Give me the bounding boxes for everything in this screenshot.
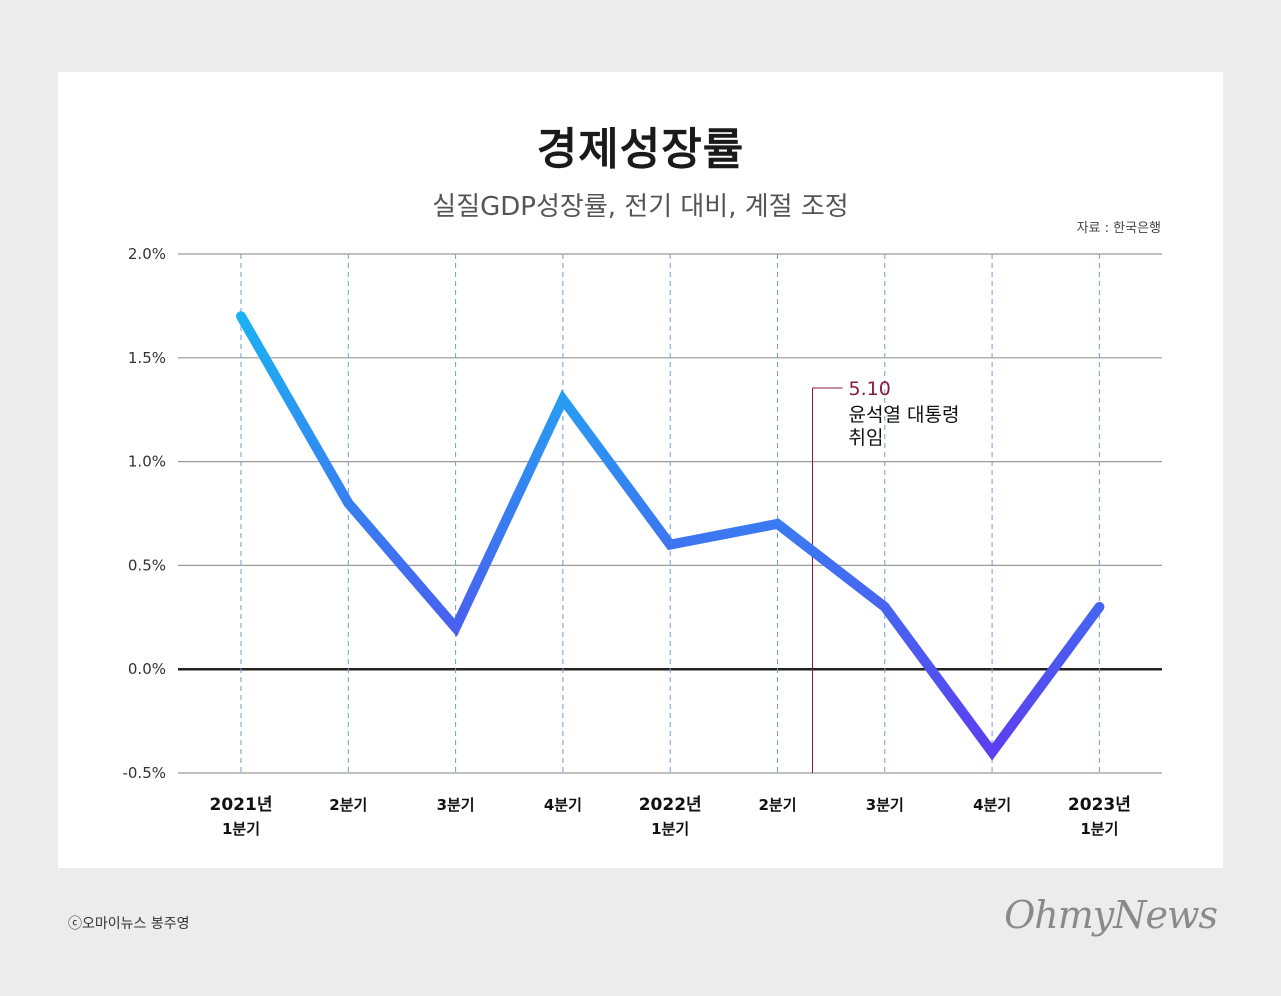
x-tick-sublabel: 1분기: [1080, 820, 1118, 838]
data-point: [455, 627, 457, 629]
data-source: 자료 : 한국은행: [1076, 221, 1161, 236]
chart-card: [58, 72, 1223, 868]
y-tick-label: 2.0%: [128, 245, 166, 263]
x-tick-label: 2분기: [329, 796, 367, 814]
x-tick-label: 2022년: [639, 795, 702, 815]
data-point: [669, 544, 671, 546]
data-point: [347, 502, 349, 504]
x-tick-label: 3분기: [866, 796, 904, 814]
x-tick-label: 2분기: [758, 796, 796, 814]
y-tick-label: 0.0%: [128, 660, 166, 678]
chart-subtitle: 실질GDP성장률, 전기 대비, 계절 조정: [432, 192, 849, 222]
x-tick-sublabel: 1분기: [651, 820, 689, 838]
data-point: [562, 398, 564, 400]
y-tick-label: 0.5%: [128, 556, 166, 574]
brand-logo: OhmyNews: [1004, 893, 1218, 937]
annotation-text-line1: 윤석열 대통령: [849, 404, 960, 426]
data-point: [1098, 606, 1100, 608]
chart-title: 경제성장률: [536, 124, 745, 175]
x-tick-label: 4분기: [973, 796, 1011, 814]
x-tick-label: 2023년: [1068, 795, 1131, 815]
x-tick-label: 3분기: [437, 796, 475, 814]
data-point: [884, 606, 886, 608]
gdp-growth-line: [236, 311, 1105, 761]
annotation-text-line2: 취임: [849, 427, 884, 449]
x-tick-label: 4분기: [544, 796, 582, 814]
data-point: [240, 315, 242, 317]
data-point: [777, 523, 779, 525]
y-tick-label: 1.5%: [128, 349, 166, 367]
x-tick-sublabel: 1분기: [222, 820, 260, 838]
annotation-date: 5.10: [849, 378, 891, 400]
y-tick-label: -0.5%: [122, 764, 166, 782]
data-point: [991, 751, 993, 753]
x-tick-label: 2021년: [210, 795, 273, 815]
copyright-credit: ⓒ오마이뉴스 봉주영: [68, 916, 190, 932]
y-tick-label: 1.0%: [128, 453, 166, 471]
